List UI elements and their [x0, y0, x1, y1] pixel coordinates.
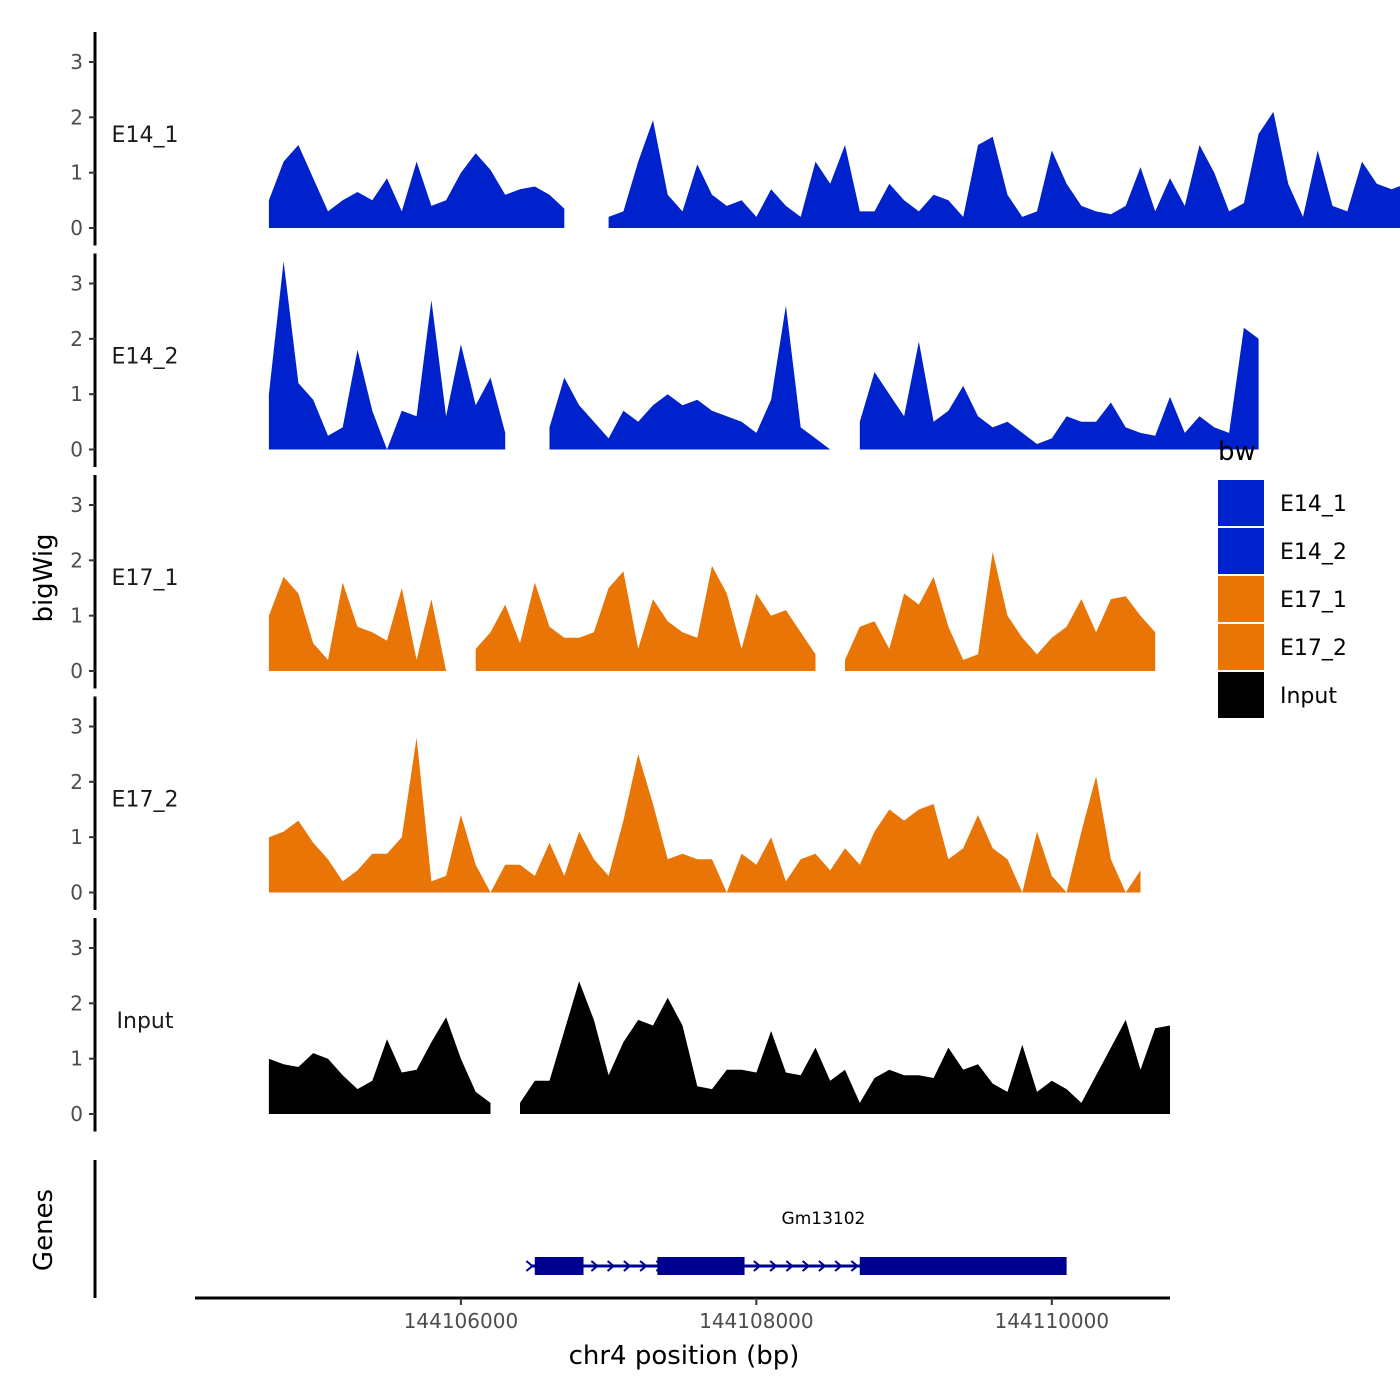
y-tick-label: 0	[70, 438, 83, 462]
track-panel-E17_2: 0 1 2 3 E17_2	[70, 696, 1141, 910]
y-tick-label: 0	[70, 659, 83, 683]
tracks-group: 0 1 2 3 E14_1 0 1 2 3 E14_2 0 1 2 3 E17_1 0 1 2 3 E17_2 0 1 2 3…	[70, 32, 1400, 1132]
y-tick-label: 3	[70, 715, 83, 739]
y-tick-label: 1	[70, 604, 83, 628]
y-tick-label: 3	[70, 493, 83, 517]
track-panel-Input: 0 1 2 3 Input	[70, 918, 1170, 1132]
x-axis-title: chr4 position (bp)	[569, 1341, 800, 1371]
track-panel-E14_2: 0 1 2 3 E14_2	[70, 253, 1259, 467]
y-tick-label: 3	[70, 272, 83, 296]
gene-exon	[534, 1257, 584, 1275]
signal-area-E14_2	[268, 261, 506, 450]
legend-swatch-E17_1	[1218, 576, 1264, 622]
y-tick-label: 2	[70, 327, 83, 351]
signal-area-E14_2	[859, 327, 1259, 450]
legend-label-Input: Input	[1280, 684, 1337, 709]
gene-track: Gm13102	[93, 1160, 1067, 1298]
legend-label-E14_2: E14_2	[1280, 540, 1347, 565]
y-tick-label: 1	[70, 825, 83, 849]
strand-arrow-icon	[785, 1260, 794, 1272]
strand-arrow-icon	[850, 1260, 859, 1272]
strand-arrow-icon	[623, 1260, 632, 1272]
track-label-E17_2: E17_2	[112, 788, 179, 813]
gene-name-label: Gm13102	[782, 1209, 866, 1229]
y-tick-label: 2	[70, 548, 83, 572]
track-label-E14_2: E14_2	[112, 345, 179, 370]
strand-arrow-icon	[834, 1260, 843, 1272]
x-tick-label: 144106000	[404, 1309, 519, 1333]
legend-swatch-Input	[1218, 672, 1264, 718]
track-panel-E14_1: 0 1 2 3 E14_1	[70, 32, 1400, 246]
legend-label-E17_2: E17_2	[1280, 636, 1347, 661]
strand-arrow-icon	[606, 1260, 616, 1272]
track-panel-E17_1: 0 1 2 3 E17_1	[70, 475, 1156, 689]
y-tick-label: 0	[70, 1102, 83, 1126]
y-tick-label: 2	[70, 105, 83, 129]
legend-label-E14_1: E14_1	[1280, 492, 1347, 517]
strand-arrow-icon	[639, 1260, 648, 1272]
gene-exon	[859, 1257, 1067, 1275]
x-tick-label: 144108000	[699, 1309, 814, 1333]
signal-area-E17_1	[268, 576, 447, 671]
legend-label-E17_1: E17_1	[1280, 588, 1347, 613]
signal-area-E14_2	[549, 305, 831, 450]
track-label-E14_1: E14_1	[112, 123, 179, 148]
y-tick-label: 0	[70, 216, 83, 240]
genes-axis-title: Genes	[29, 1189, 59, 1271]
signal-area-E17_1	[475, 565, 816, 671]
signal-area-E17_2	[268, 737, 1141, 893]
strand-arrow-icon	[818, 1260, 827, 1272]
track-label-E17_1: E17_1	[112, 566, 179, 591]
track-label-Input: Input	[117, 1009, 174, 1034]
legend-swatch-E14_1	[1218, 480, 1264, 526]
y-tick-label: 1	[70, 161, 83, 185]
legend-title: bw	[1218, 437, 1256, 467]
y-tick-label: 2	[70, 991, 83, 1015]
legend-swatch-E14_2	[1218, 528, 1264, 574]
gene-exon	[657, 1257, 745, 1275]
signal-area-Input	[520, 981, 1170, 1114]
y-tick-label: 3	[70, 50, 83, 74]
strand-arrow-icon	[769, 1260, 778, 1272]
y-tick-label: 3	[70, 936, 83, 960]
x-axis: 144106000 144108000 144110000	[195, 1296, 1170, 1333]
signal-area-E14_1	[608, 111, 1400, 228]
signal-area-E14_1	[268, 145, 565, 228]
y-tick-label: 0	[70, 881, 83, 905]
signal-area-E17_1	[845, 552, 1156, 671]
y-axis-title: bigWig	[29, 533, 59, 622]
y-tick-label: 1	[70, 382, 83, 406]
strand-arrow-icon	[753, 1260, 762, 1272]
legend: bw E14_1 E14_2 E17_1 E17_2 Input	[1218, 437, 1347, 718]
x-tick-label: 144110000	[995, 1309, 1110, 1333]
strand-arrow-icon	[801, 1260, 811, 1272]
strand-arrow-icon	[525, 1260, 534, 1272]
y-tick-label: 1	[70, 1047, 83, 1071]
y-tick-label: 2	[70, 770, 83, 794]
signal-area-Input	[268, 1017, 491, 1114]
legend-swatch-E17_2	[1218, 624, 1264, 670]
strand-arrow-icon	[590, 1260, 599, 1272]
